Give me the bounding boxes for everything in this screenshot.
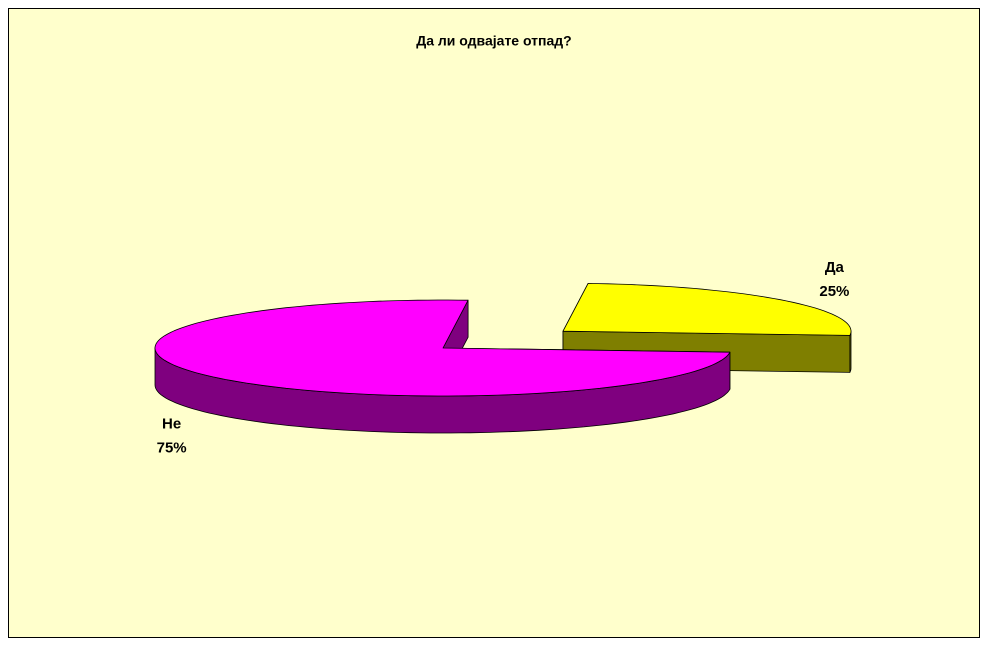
slice-value-label: 75% [157, 439, 187, 456]
slice-label: Не [162, 415, 181, 432]
slice-label: Да [825, 259, 845, 276]
slice-value-label: 25% [819, 283, 849, 300]
pie-slice [154, 299, 731, 397]
chart-title: Да ли одвајате отпад? [416, 33, 571, 49]
pie-slice-side [849, 330, 852, 373]
pie-slice [562, 282, 852, 336]
